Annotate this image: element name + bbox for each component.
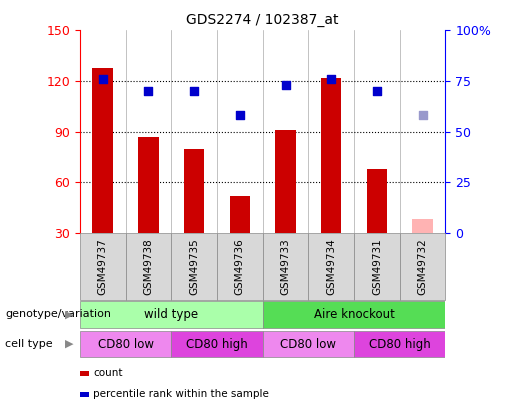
Text: CD80 low: CD80 low: [97, 337, 153, 351]
Text: GSM49737: GSM49737: [98, 238, 108, 295]
Text: GSM49738: GSM49738: [143, 238, 153, 295]
Text: GSM49733: GSM49733: [281, 238, 290, 295]
Point: [236, 112, 244, 119]
Bar: [184, 149, 204, 233]
Text: CD80 high: CD80 high: [186, 337, 248, 351]
Bar: [354, 233, 400, 300]
Text: GSM49735: GSM49735: [189, 238, 199, 295]
Bar: [92, 68, 113, 233]
Point: [144, 88, 152, 94]
Bar: [217, 233, 263, 300]
Bar: [126, 233, 171, 300]
Bar: [263, 301, 445, 328]
Bar: [171, 233, 217, 300]
Text: GSM49734: GSM49734: [326, 238, 336, 295]
Text: CD80 low: CD80 low: [280, 337, 336, 351]
Point: [373, 88, 381, 94]
Bar: [400, 233, 445, 300]
Point: [98, 76, 107, 82]
Bar: [263, 233, 308, 300]
Bar: [367, 169, 387, 233]
Bar: [80, 301, 263, 328]
Text: count: count: [93, 369, 123, 378]
Text: ▶: ▶: [65, 309, 74, 320]
Text: wild type: wild type: [144, 308, 198, 321]
Text: GSM49732: GSM49732: [418, 238, 427, 295]
Point: [327, 76, 335, 82]
Point: [190, 88, 198, 94]
Text: Aire knockout: Aire knockout: [314, 308, 394, 321]
Bar: [275, 130, 296, 233]
Bar: [230, 196, 250, 233]
Bar: [308, 233, 354, 300]
Point: [281, 82, 289, 88]
Bar: [80, 331, 171, 357]
Point: [419, 112, 427, 119]
Text: CD80 high: CD80 high: [369, 337, 431, 351]
Text: GSM49736: GSM49736: [235, 238, 245, 295]
Title: GDS2274 / 102387_at: GDS2274 / 102387_at: [186, 13, 339, 27]
Text: GSM49731: GSM49731: [372, 238, 382, 295]
Bar: [171, 331, 263, 357]
Text: ▶: ▶: [65, 339, 74, 349]
Bar: [138, 137, 159, 233]
Bar: [80, 233, 126, 300]
Bar: [263, 331, 354, 357]
Text: genotype/variation: genotype/variation: [5, 309, 111, 320]
Text: cell type: cell type: [5, 339, 53, 349]
Text: percentile rank within the sample: percentile rank within the sample: [93, 390, 269, 399]
Bar: [354, 331, 445, 357]
Bar: [321, 78, 341, 233]
Bar: [413, 220, 433, 233]
